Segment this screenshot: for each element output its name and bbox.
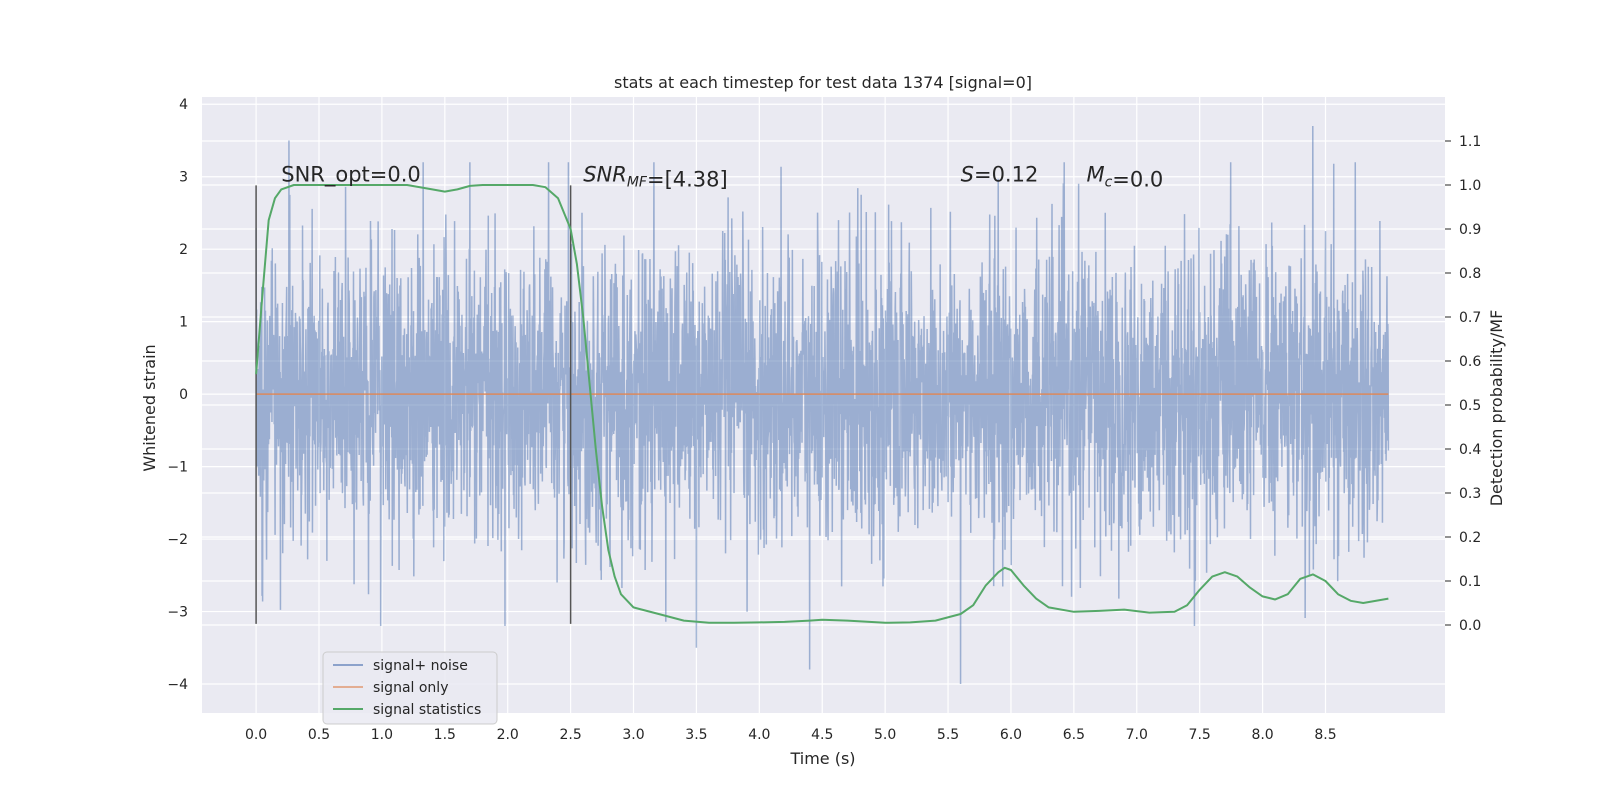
y-axis-left-ticks: −4 −3 −2 −1 0 1 2 3 4 [167, 97, 188, 693]
annotations: SNR_opt=0.0 SNRMF=[4.38] S=0.12 Mc=0.0 [281, 163, 1163, 192]
y-left-tick-label: 4 [179, 97, 188, 113]
y-left-tick-label: −1 [167, 460, 188, 476]
x-tick-label: 6.0 [1000, 727, 1022, 743]
x-tick-label: 5.0 [874, 727, 896, 743]
x-tick-label: 6.5 [1063, 727, 1085, 743]
x-tick-label: 0.0 [245, 727, 267, 743]
x-tick-label: 4.0 [748, 727, 770, 743]
y-left-tick-label: −4 [167, 677, 188, 693]
x-tick-label: 2.5 [559, 727, 581, 743]
annotation-label: SNRMF=[4.38] [583, 163, 728, 192]
x-tick-label: 4.5 [811, 727, 833, 743]
x-tick-label: 7.5 [1189, 727, 1211, 743]
y-left-tick-label: 2 [179, 242, 188, 258]
x-tick-label: 5.5 [937, 727, 959, 743]
legend-label: signal statistics [373, 702, 481, 718]
legend-label: signal+ noise [373, 658, 468, 674]
x-tick-label: 0.5 [308, 727, 330, 743]
y-right-tick-label: 0.5 [1459, 398, 1481, 414]
y-left-tick-label: 3 [179, 170, 188, 186]
y-left-tick-label: 1 [179, 315, 188, 331]
x-tick-label: 1.0 [371, 727, 393, 743]
y-right-tick-label: 0.6 [1459, 354, 1481, 370]
x-tick-label: 2.0 [497, 727, 519, 743]
y-axis-right-ticks: 0.0 0.1 0.2 0.3 0.4 0.5 0.6 0.7 0.8 0.9 1.0 1.1 [1445, 134, 1481, 634]
annotation-label: Mc=0.0 [1086, 163, 1163, 192]
x-tick-label: 3.0 [622, 727, 644, 743]
annotation-label: SNR_opt=0.0 [281, 163, 421, 188]
x-tick-label: 8.5 [1314, 727, 1336, 743]
y-right-tick-label: 0.1 [1459, 574, 1481, 590]
y-left-tick-label: −2 [167, 532, 188, 548]
x-axis-ticks: 0.0 0.5 1.0 1.5 2.0 2.5 3.0 3.5 4.0 4.5 5.0 5.5 6.0 6… [245, 727, 1337, 743]
x-axis-label: Time (s) [789, 749, 855, 768]
y-right-tick-label: 0.9 [1459, 222, 1481, 238]
x-tick-label: 3.5 [685, 727, 707, 743]
vertical-markers [255, 185, 572, 624]
x-tick-label: 7.0 [1126, 727, 1148, 743]
y-right-tick-label: 0.2 [1459, 530, 1481, 546]
chart-title: stats at each timestep for test data 137… [614, 73, 1032, 92]
y-right-tick-label: 0.0 [1459, 618, 1481, 634]
x-tick-label: 1.5 [434, 727, 456, 743]
annotation-label: S=0.12 [961, 163, 1039, 187]
y-right-tick-label: 0.4 [1459, 442, 1481, 458]
y-right-tick-label: 1.0 [1459, 178, 1481, 194]
signal-statistics-line [255, 184, 1389, 624]
series-signal-statistics [255, 184, 1389, 624]
y-right-tick-label: 0.8 [1459, 266, 1481, 282]
y-right-tick-label: 1.1 [1459, 134, 1481, 150]
x-tick-label: 8.0 [1251, 727, 1273, 743]
y-axis-left-label: Whitened strain [140, 344, 159, 471]
y-right-tick-label: 0.7 [1459, 310, 1481, 326]
y-axis-right-label: Detection probability/MF [1487, 310, 1506, 507]
y-left-tick-label: −3 [167, 605, 188, 621]
y-right-tick-label: 0.3 [1459, 486, 1481, 502]
legend-box [322, 651, 498, 725]
signal-plus-noise-line [255, 125, 1390, 685]
legend-label: signal only [373, 680, 448, 696]
y-left-tick-label: 0 [179, 387, 188, 403]
legend: signal+ noise signal only signal statistic… [322, 651, 498, 725]
series-signal-plus-noise [255, 125, 1390, 685]
